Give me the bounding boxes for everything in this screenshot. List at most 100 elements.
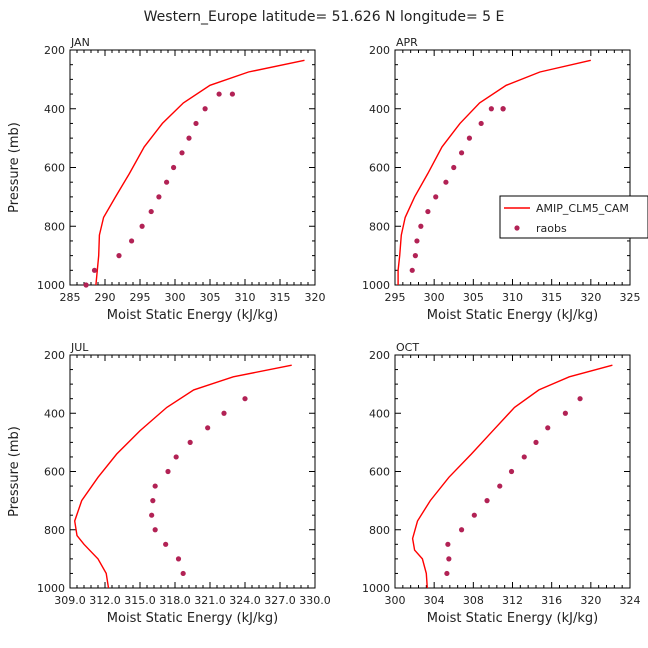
x-tick-label: 324.0 bbox=[229, 594, 261, 607]
x-tick-label: 325 bbox=[620, 291, 641, 304]
x-axis-label: Moist Static Energy (kJ/kg) bbox=[107, 611, 278, 626]
obs-point bbox=[152, 527, 158, 533]
obs-point bbox=[444, 570, 450, 577]
obs-point bbox=[150, 498, 156, 504]
obs-point bbox=[193, 120, 199, 127]
panel-title: OCT bbox=[396, 341, 419, 354]
obs-point bbox=[149, 512, 155, 518]
series-line-model bbox=[73, 364, 292, 589]
panel-oct: OCT 300 304 308 312 316 320 324 200 400 600 800 1000… bbox=[362, 341, 641, 626]
obs-point bbox=[466, 135, 473, 141]
x-tick-label: 315.0 bbox=[124, 594, 156, 607]
obs-point bbox=[577, 396, 583, 402]
obs-point bbox=[152, 483, 158, 489]
obs-point bbox=[478, 120, 484, 127]
y-tick-label: 800 bbox=[44, 220, 65, 233]
obs-point bbox=[443, 179, 449, 185]
y-tick-label: 1000 bbox=[362, 582, 390, 595]
legend-box bbox=[499, 195, 648, 239]
x-tick-label: 318.0 bbox=[159, 594, 191, 607]
x-tick-label: 300 bbox=[424, 291, 445, 304]
y-tick-label: 600 bbox=[44, 162, 65, 175]
obs-point bbox=[139, 223, 145, 229]
obs-point bbox=[500, 106, 506, 112]
obs-point bbox=[433, 194, 439, 200]
y-tick-label: 1000 bbox=[37, 582, 65, 595]
x-tick-label: 315 bbox=[541, 291, 562, 304]
x-tick-label: 285 bbox=[60, 291, 81, 304]
x-tick-label: 321.0 bbox=[194, 594, 226, 607]
obs-point bbox=[414, 238, 420, 244]
x-tick-label: 300 bbox=[385, 594, 406, 607]
x-axis-label: Moist Static Energy (kJ/kg) bbox=[427, 308, 598, 323]
obs-point bbox=[242, 396, 248, 402]
x-tick-label: 320 bbox=[580, 594, 601, 607]
y-tick-label: 400 bbox=[44, 103, 65, 116]
x-tick-label: 315 bbox=[270, 291, 291, 304]
obs-point bbox=[471, 512, 477, 518]
obs-point bbox=[458, 527, 465, 533]
x-tick-label: 305 bbox=[200, 291, 221, 304]
obs-point bbox=[418, 223, 424, 229]
legend-model-label: AMIP_CLM5_CAM bbox=[536, 202, 629, 215]
panels: JAN 285 290 295 300 305 310 315 320 200 400 600 800 1… bbox=[7, 36, 648, 626]
obs-point bbox=[205, 425, 211, 431]
x-tick-label: 295 bbox=[130, 291, 151, 304]
obs-point bbox=[229, 91, 235, 97]
x-tick-label: 324 bbox=[620, 594, 641, 607]
obs-point bbox=[202, 106, 208, 112]
obs-point bbox=[187, 439, 193, 445]
obs-point bbox=[129, 238, 135, 244]
obs-point bbox=[148, 208, 154, 215]
x-tick-label: 304 bbox=[424, 594, 445, 607]
obs-point bbox=[83, 282, 89, 288]
x-tick-label: 320 bbox=[305, 291, 326, 304]
obs-point bbox=[180, 570, 186, 577]
x-tick-label: 327.0 bbox=[264, 594, 296, 607]
y-axis-label: Pressure (mb) bbox=[7, 426, 22, 517]
obs-point bbox=[171, 164, 177, 171]
obs-point bbox=[425, 208, 431, 215]
y-tick-label: 400 bbox=[369, 103, 390, 116]
obs-point bbox=[179, 150, 185, 156]
y-tick-label: 600 bbox=[44, 466, 65, 479]
x-tick-label: 330.0 bbox=[299, 594, 331, 607]
obs-point bbox=[458, 150, 465, 156]
obs-point bbox=[497, 483, 503, 489]
y-tick-label: 1000 bbox=[37, 279, 65, 292]
y-tick-label: 800 bbox=[369, 220, 390, 233]
x-tick-label: 295 bbox=[385, 291, 406, 304]
obs-point bbox=[409, 267, 415, 273]
y-tick-label: 600 bbox=[369, 466, 390, 479]
panel-title: JAN bbox=[70, 36, 90, 49]
y-tick-label: 1000 bbox=[362, 279, 390, 292]
panel-title: JUL bbox=[70, 341, 89, 354]
obs-point bbox=[216, 91, 222, 97]
obs-point bbox=[562, 410, 568, 416]
panel-apr: APR 295 300 305 310 315 320 325 200 400 600 800 1000… bbox=[362, 36, 648, 323]
series-line-model bbox=[411, 364, 613, 589]
y-tick-label: 400 bbox=[369, 407, 390, 420]
y-tick-label: 800 bbox=[44, 524, 65, 537]
y-tick-label: 200 bbox=[44, 349, 65, 362]
obs-point bbox=[221, 410, 227, 416]
series-line-model bbox=[397, 59, 591, 285]
legend-obs-label: raobs bbox=[536, 222, 567, 235]
legend-obs-swatch bbox=[514, 225, 520, 231]
obs-point bbox=[163, 541, 169, 547]
y-tick-label: 600 bbox=[369, 162, 390, 175]
obs-point bbox=[451, 164, 457, 171]
x-tick-label: 312 bbox=[502, 594, 523, 607]
obs-point bbox=[173, 454, 179, 460]
y-tick-label: 200 bbox=[369, 349, 390, 362]
obs-point bbox=[165, 468, 171, 475]
x-tick-label: 305 bbox=[463, 291, 484, 304]
obs-point bbox=[412, 253, 418, 259]
x-tick-label: 312.0 bbox=[89, 594, 121, 607]
obs-point bbox=[484, 498, 490, 504]
obs-point bbox=[156, 194, 162, 200]
x-axis-label: Moist Static Energy (kJ/kg) bbox=[427, 611, 598, 626]
